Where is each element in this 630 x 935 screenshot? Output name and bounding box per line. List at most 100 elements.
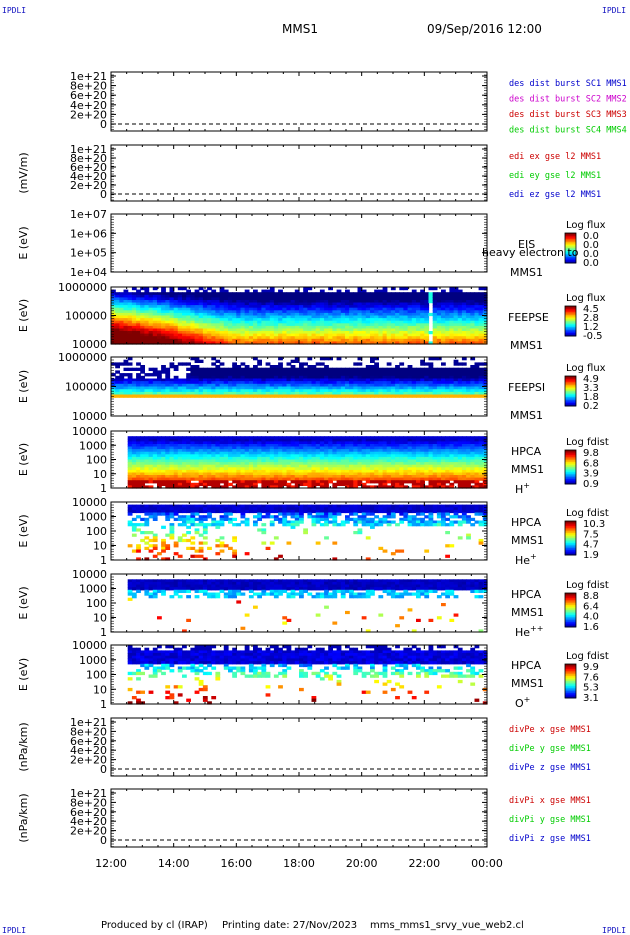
footer-file-name: mms_mms1_srvy_vue_web2.cl [370,920,524,931]
y-tick-label: 0 [100,188,107,201]
y-tick-label: 100 [86,669,107,682]
species-label: He++ [515,624,543,639]
panel-hpca-o [111,645,576,705]
panel-frame [111,718,487,776]
y-axis-label: E (eV) [17,586,30,619]
colorbar-tick-label: 1.9 [583,550,599,561]
panel-frame [111,214,487,272]
legend-entry: divPi x gse MMS1 [509,796,591,806]
y-axis-label: (nPa/km) [17,722,30,771]
y-tick-label: 10 [93,468,107,481]
y-tick-label: 0 [100,118,107,131]
colorbar-tick-label: 0.2 [583,401,599,412]
overlay-text: heavy electron to [482,246,579,259]
panel-hpca-he [111,502,576,561]
panel-feepse [111,287,576,345]
colorbar-title: Log flux [566,220,606,231]
spacecraft-label: MMS1 [510,409,543,422]
instrument-label: FEEPSE [508,311,549,324]
x-tick-label: 22:00 [408,857,440,870]
species-label: O+ [515,695,530,710]
spacecraft-label: MMS1 [511,606,544,619]
y-tick-label: 1 [100,698,107,711]
legend-entry: edi ey gse l2 MMS1 [509,171,601,181]
colorbar-title: Log fdist [566,437,609,448]
y-tick-label: 1000 [79,439,107,452]
legend-entry: divPe x gse MMS1 [509,725,591,735]
y-axis-label: E (eV) [17,226,30,259]
y-tick-label: 1e+06 [70,227,107,240]
colorbar-title: Log flux [566,363,606,374]
colorbar-tick-label: 0.9 [583,479,599,490]
panel-frame [111,72,487,131]
y-tick-label: 1000 [79,511,107,524]
legend-entry: des dist burst SC1 MMS1 [509,79,627,89]
colorbar-tick-label: 1.6 [583,622,599,633]
y-tick-label: 1 [100,554,107,567]
y-tick-label: 1000 [79,583,107,596]
colorbar-tick-label: 3.1 [583,693,599,704]
y-tick-label: 1000000 [58,281,107,294]
spacecraft-label: MMS1 [511,463,544,476]
panel-hpca-h [111,431,576,489]
instrument-label: HPCA [511,659,542,672]
panel-divpe [111,718,487,776]
spacecraft-label: MMS1 [511,677,544,690]
y-tick-label: 10 [93,540,107,553]
legend-entry: edi ex gse l2 MMS1 [509,152,601,162]
legend-entry: edi ez gse l2 MMS1 [509,190,601,200]
panel-des-dist [111,72,487,131]
colorbar-title: Log flux [566,293,606,304]
species-label: He+ [515,552,537,567]
spacecraft-label: MMS1 [510,339,543,352]
y-tick-label: 0 [100,763,107,776]
panel-divpi [111,789,487,847]
footer-produced-by: Produced by cl (IRAP) [101,920,208,931]
y-tick-label: 10000 [72,568,107,581]
y-tick-label: 1 [100,626,107,639]
colorbar-tick-label: -0.5 [583,331,603,342]
y-tick-label: 100 [86,597,107,610]
y-tick-label: 1e+05 [70,247,107,260]
panel-edi [111,145,487,201]
x-tick-label: 16:00 [220,857,252,870]
y-tick-label: 1e+04 [70,266,107,279]
legend-entry: divPe z gse MMS1 [509,763,591,773]
spacecraft-label: MMS1 [511,534,544,547]
y-axis-label: E (eV) [17,514,30,547]
y-tick-label: 10 [93,612,107,625]
x-tick-label: 14:00 [158,857,190,870]
spacecraft-label: MMS1 [510,266,543,279]
instrument-label: HPCA [511,445,542,458]
panel-hpca-hepp [111,574,576,633]
instrument-label: HPCA [511,588,542,601]
colorbar-title: Log fdist [566,580,609,591]
panel-frame [111,145,487,201]
y-tick-label: 10000 [72,338,107,351]
x-tick-label: 12:00 [95,857,127,870]
colorbar-tick-label: 0.0 [583,258,599,269]
instrument-label: FEEPSI [508,381,545,394]
y-axis-label: E (eV) [17,658,30,691]
panel-eis [111,214,576,272]
y-axis-label: (nPa/km) [17,793,30,842]
y-tick-label: 0 [100,834,107,847]
species-label: H+ [515,481,530,496]
y-tick-label: 100000 [65,310,107,323]
instrument-label: HPCA [511,516,542,529]
colorbar-title: Log fdist [566,651,609,662]
legend-entry: des dist burst SC4 MMS4 [509,126,627,136]
y-axis-label: E (eV) [17,299,30,332]
y-tick-label: 1e+07 [70,208,107,221]
x-tick-label: 18:00 [283,857,315,870]
y-tick-label: 1000000 [58,351,107,364]
legend-entry: divPi y gse MMS1 [509,815,591,825]
panel-frame [111,789,487,847]
y-tick-label: 100000 [65,381,107,394]
y-tick-label: 100 [86,525,107,538]
legend-entry: divPe y gse MMS1 [509,744,591,754]
y-tick-label: 10000 [72,496,107,509]
y-axis-label: (mV/m) [17,152,30,193]
colorbar-title: Log fdist [566,508,609,519]
